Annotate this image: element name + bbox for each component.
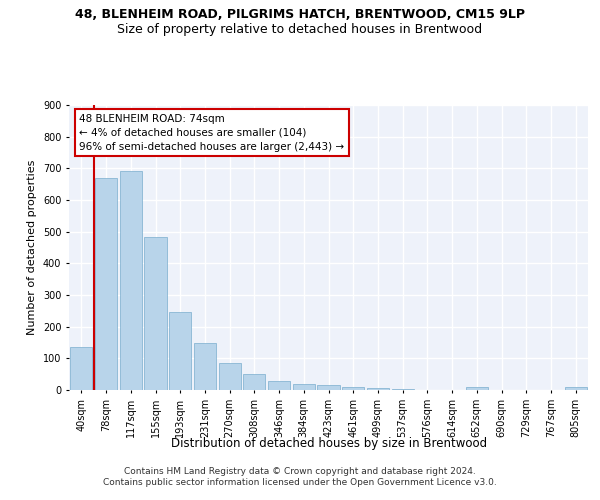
Bar <box>565 387 587 390</box>
Text: Contains HM Land Registry data © Crown copyright and database right 2024.
Contai: Contains HM Land Registry data © Crown c… <box>103 468 497 487</box>
Bar <box>342 388 364 390</box>
Text: Distribution of detached houses by size in Brentwood: Distribution of detached houses by size … <box>171 438 487 450</box>
Bar <box>95 178 117 390</box>
Bar <box>392 389 414 390</box>
Text: Size of property relative to detached houses in Brentwood: Size of property relative to detached ho… <box>118 22 482 36</box>
Bar <box>317 385 340 390</box>
Y-axis label: Number of detached properties: Number of detached properties <box>28 160 37 335</box>
Bar <box>70 347 92 390</box>
Bar <box>293 384 315 390</box>
Bar <box>268 382 290 390</box>
Bar <box>169 312 191 390</box>
Bar <box>367 388 389 390</box>
Text: 48 BLENHEIM ROAD: 74sqm
← 4% of detached houses are smaller (104)
96% of semi-de: 48 BLENHEIM ROAD: 74sqm ← 4% of detached… <box>79 114 344 152</box>
Bar <box>218 364 241 390</box>
Bar <box>466 387 488 390</box>
Bar <box>243 374 265 390</box>
Bar <box>119 170 142 390</box>
Text: 48, BLENHEIM ROAD, PILGRIMS HATCH, BRENTWOOD, CM15 9LP: 48, BLENHEIM ROAD, PILGRIMS HATCH, BRENT… <box>75 8 525 20</box>
Bar <box>194 343 216 390</box>
Bar <box>145 237 167 390</box>
